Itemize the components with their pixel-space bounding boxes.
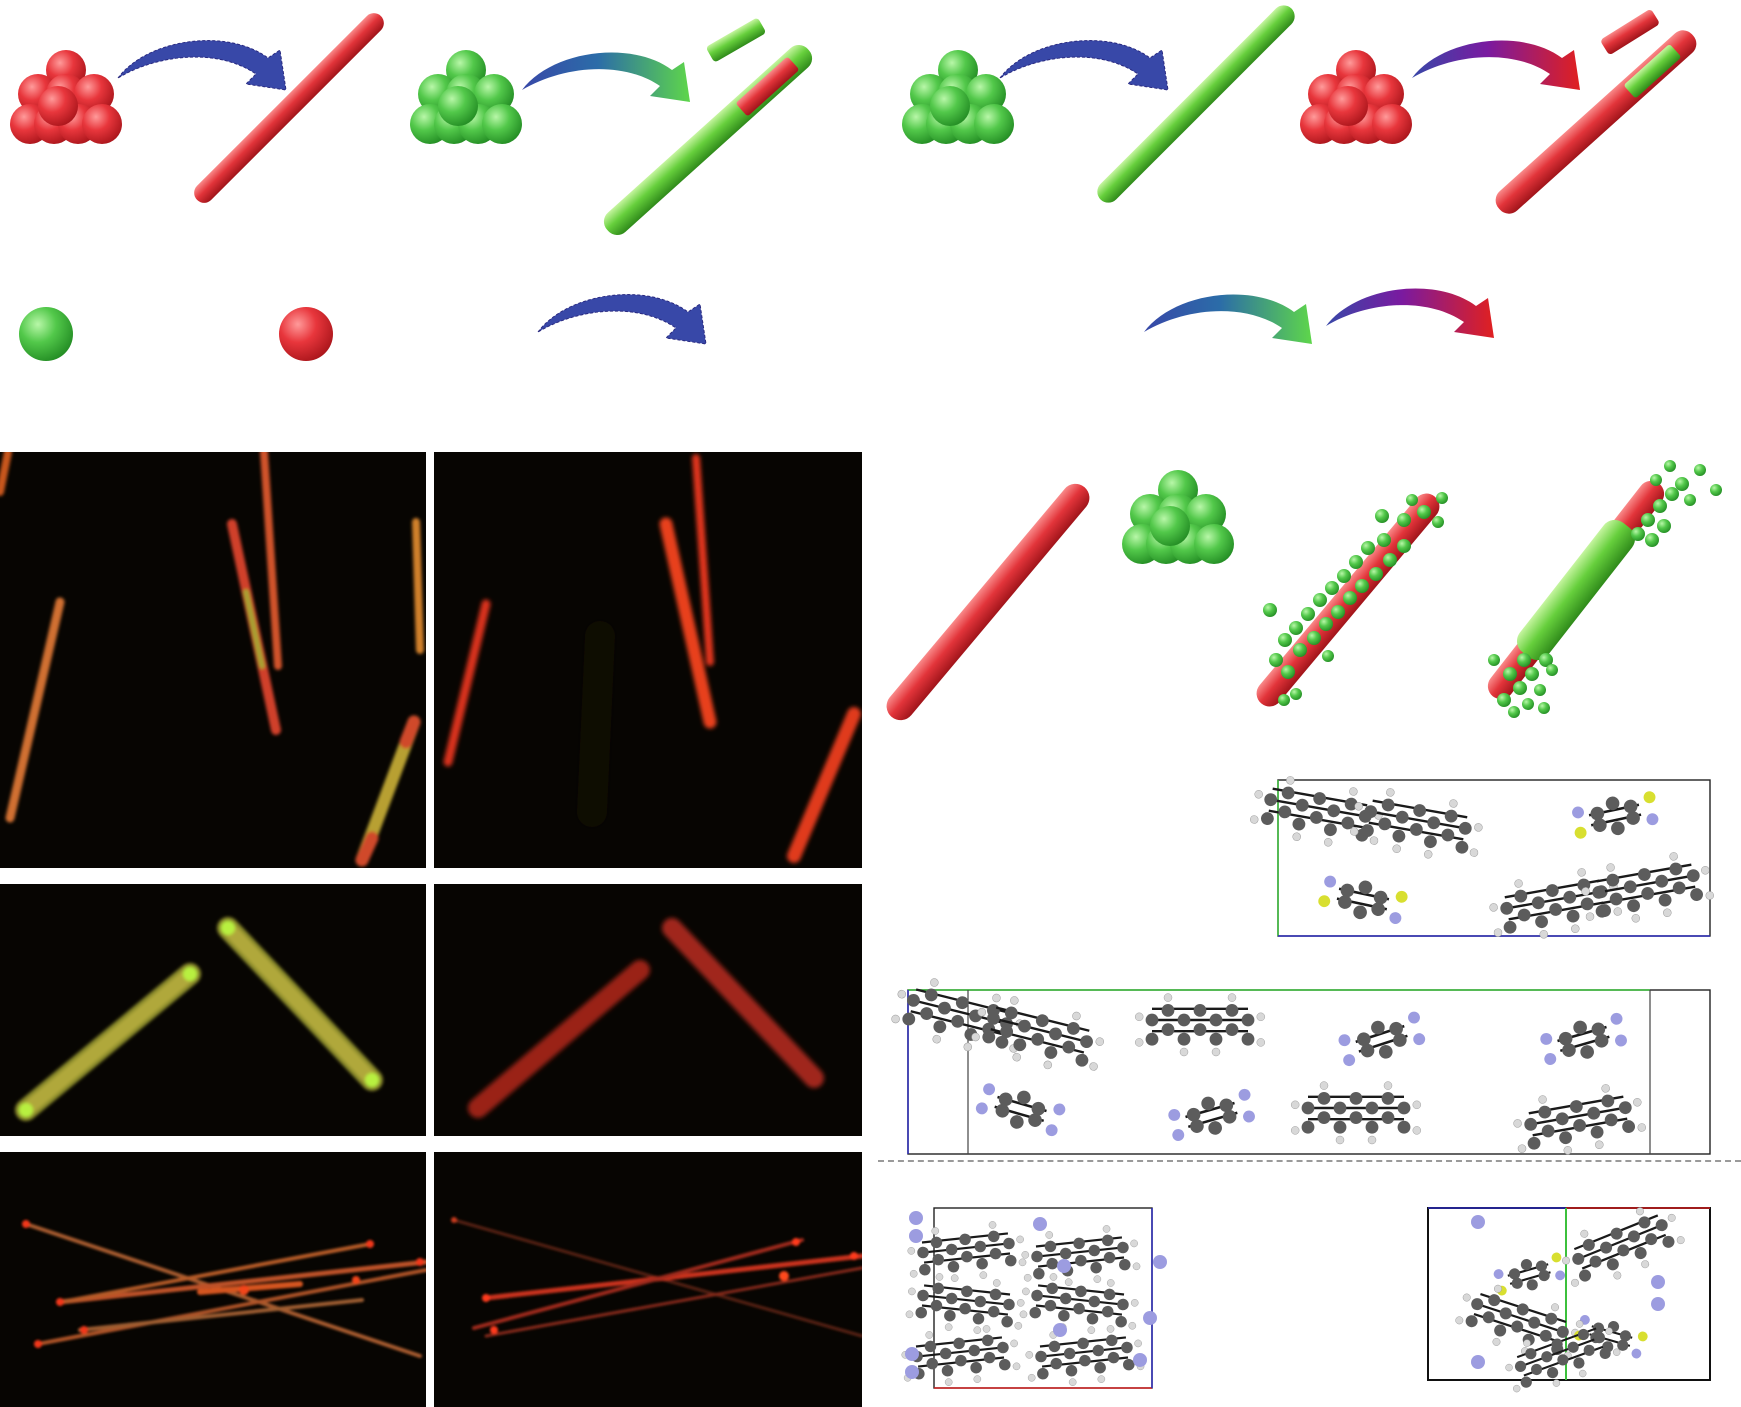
crystal-packing-d — [1427, 1195, 1711, 1403]
red-molecule-icon — [279, 307, 333, 361]
red-rod — [194, 13, 384, 203]
micrograph-row-3-right — [434, 1152, 862, 1407]
micrograph-row-2-left — [0, 884, 426, 1136]
micrograph-row-2-right — [434, 884, 862, 1136]
crystal-packing-b — [887, 969, 1711, 1164]
green-molecule-icon — [19, 307, 73, 361]
top-scheme — [10, 5, 1697, 236]
green-shell-piece — [706, 18, 766, 62]
crystal-packing-a — [1246, 769, 1718, 948]
crystal-packing-c — [898, 1207, 1167, 1392]
overgrown-rod — [1487, 460, 1722, 718]
green-rod — [1097, 5, 1295, 203]
micrograph-row-1-right — [434, 452, 862, 868]
legend-row — [19, 288, 1494, 361]
micrograph-row-1-left — [0, 452, 426, 868]
bare-red-rod — [886, 483, 1090, 721]
micrograph-row-3-left — [0, 1152, 426, 1407]
section-divider — [878, 1160, 1741, 1162]
nucleated-red-rod — [1256, 492, 1448, 707]
red-shell-piece — [1601, 9, 1659, 55]
core-shell-rod-green-shell — [603, 44, 813, 236]
core-shell-rod-red-shell — [1495, 30, 1697, 214]
growth-scheme — [886, 460, 1722, 721]
